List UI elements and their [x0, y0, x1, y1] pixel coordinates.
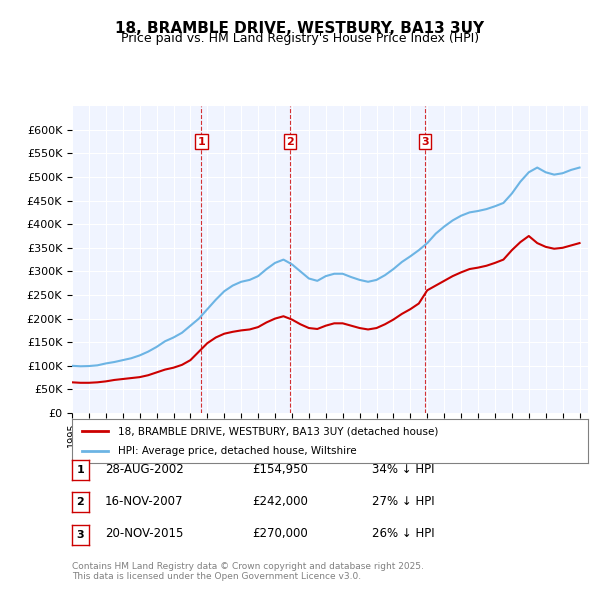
- Text: HPI: Average price, detached house, Wiltshire: HPI: Average price, detached house, Wilt…: [118, 446, 357, 455]
- Text: 2: 2: [77, 497, 84, 507]
- Text: 3: 3: [77, 530, 84, 539]
- Text: 3: 3: [421, 137, 429, 146]
- Text: 16-NOV-2007: 16-NOV-2007: [105, 495, 184, 508]
- Text: 28-AUG-2002: 28-AUG-2002: [105, 463, 184, 476]
- Text: 34% ↓ HPI: 34% ↓ HPI: [372, 463, 434, 476]
- Text: 18, BRAMBLE DRIVE, WESTBURY, BA13 3UY (detached house): 18, BRAMBLE DRIVE, WESTBURY, BA13 3UY (d…: [118, 427, 439, 436]
- Text: Contains HM Land Registry data © Crown copyright and database right 2025.
This d: Contains HM Land Registry data © Crown c…: [72, 562, 424, 581]
- Text: 2: 2: [286, 137, 294, 146]
- Text: £242,000: £242,000: [252, 495, 308, 508]
- Text: 26% ↓ HPI: 26% ↓ HPI: [372, 527, 434, 540]
- Text: £154,950: £154,950: [252, 463, 308, 476]
- Text: 1: 1: [197, 137, 205, 146]
- Text: 27% ↓ HPI: 27% ↓ HPI: [372, 495, 434, 508]
- Text: £270,000: £270,000: [252, 527, 308, 540]
- Text: 20-NOV-2015: 20-NOV-2015: [105, 527, 184, 540]
- Text: 1: 1: [77, 465, 84, 474]
- Text: 18, BRAMBLE DRIVE, WESTBURY, BA13 3UY: 18, BRAMBLE DRIVE, WESTBURY, BA13 3UY: [115, 21, 485, 35]
- Text: Price paid vs. HM Land Registry's House Price Index (HPI): Price paid vs. HM Land Registry's House …: [121, 32, 479, 45]
